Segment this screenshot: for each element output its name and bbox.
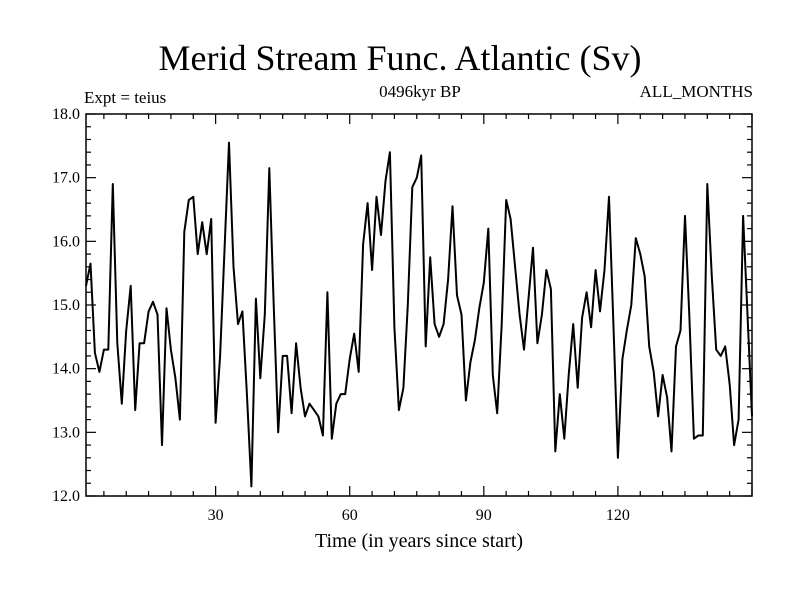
x-tick-label: 120 — [606, 507, 630, 524]
experiment-label: Expt = teius — [84, 88, 167, 107]
plot-frame — [85, 113, 753, 497]
y-tick-label: 17.0 — [52, 170, 80, 187]
y-tick-label: 15.0 — [52, 297, 80, 314]
chart-subtitle: 0496kyr BP — [379, 82, 461, 101]
y-tick-label: 16.0 — [52, 233, 80, 250]
chart-title: Merid Stream Func. Atlantic (Sv) — [158, 38, 642, 78]
y-tick-label: 13.0 — [52, 424, 80, 441]
axis-tick-labels: 12.0 13.0 14.0 15.0 16.0 17.0 18.0 30 60 90 120 — [52, 106, 630, 524]
axis-ticks — [86, 113, 753, 497]
y-tick-label: 12.0 — [52, 488, 80, 505]
x-tick-label: 90 — [476, 507, 492, 524]
series-group — [85, 141, 753, 488]
x-axis-label: Time (in years since start) — [314, 530, 524, 552]
x-tick-label: 60 — [342, 507, 358, 524]
series-line — [85, 141, 753, 488]
y-tick-label: 18.0 — [52, 106, 80, 123]
months-label: ALL_MONTHS — [639, 82, 753, 101]
y-tick-label: 14.0 — [52, 361, 80, 378]
x-tick-label: 30 — [208, 507, 224, 524]
